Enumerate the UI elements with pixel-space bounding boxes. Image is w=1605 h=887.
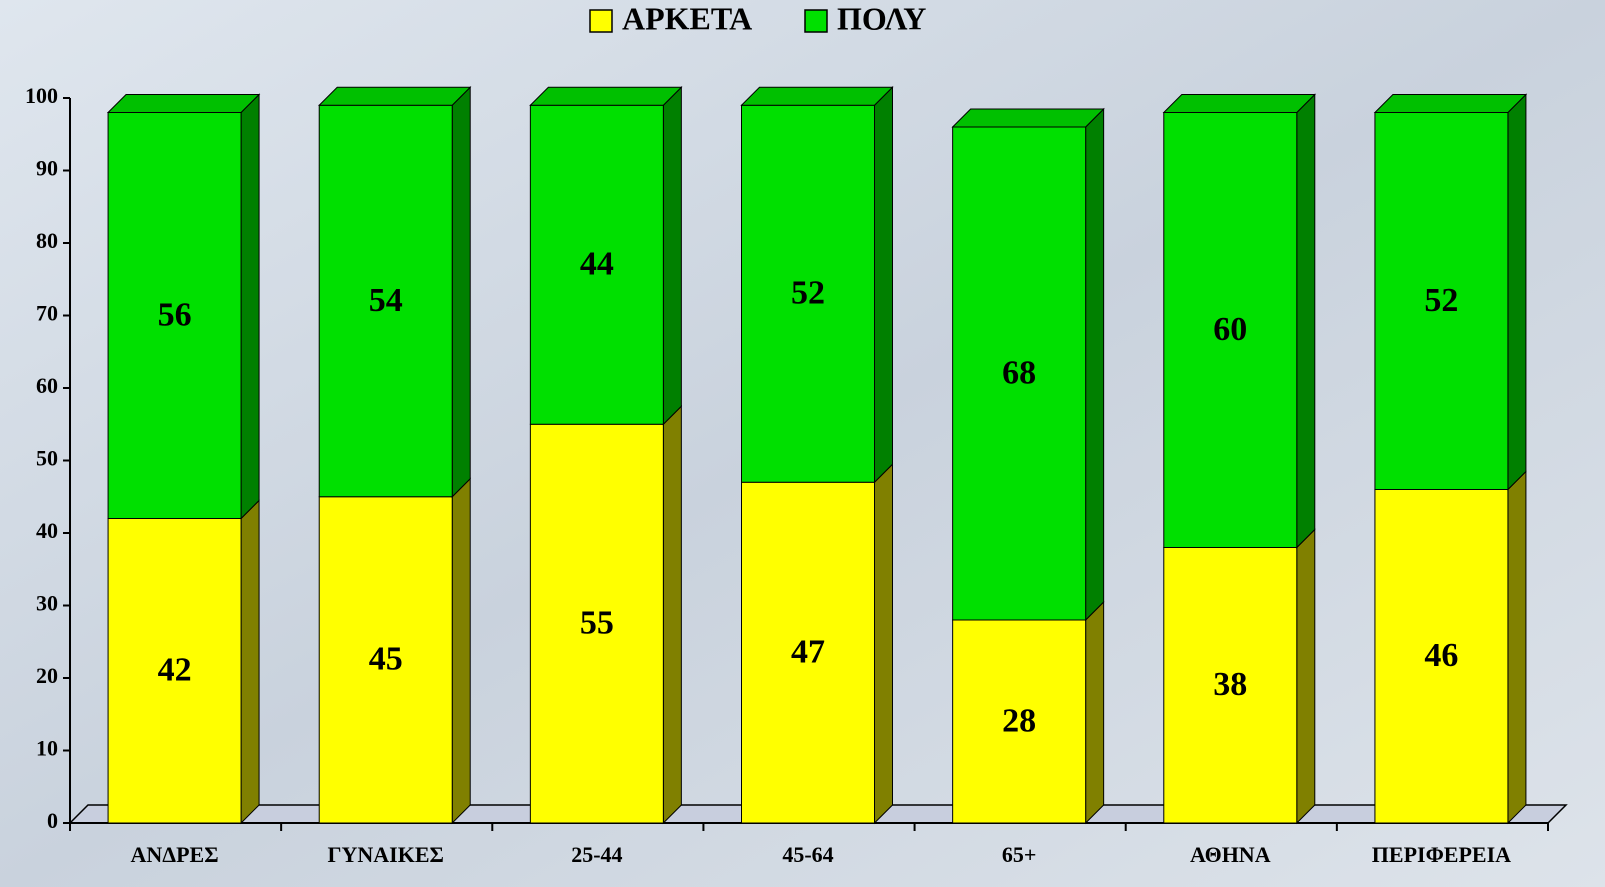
bar-side xyxy=(662,86,682,426)
bar-side xyxy=(240,93,260,520)
y-tick-label: 10 xyxy=(36,736,58,761)
bar-segment xyxy=(529,405,682,825)
bar-front xyxy=(318,496,453,824)
bar-side xyxy=(1085,107,1105,622)
legend-label: ΑΡΚΕΤΑ xyxy=(622,0,752,36)
bar-side xyxy=(874,463,893,825)
bar-segment xyxy=(741,463,893,825)
y-tick-label: 100 xyxy=(25,83,58,108)
y-tick-label: 30 xyxy=(36,591,58,616)
bar-front xyxy=(107,112,242,519)
x-tick-label: ΑΝΔΡΕΣ xyxy=(131,842,219,867)
data-label: 52 xyxy=(1424,282,1458,319)
y-tick-label: 90 xyxy=(36,156,58,181)
y-tick-label: 60 xyxy=(36,373,58,398)
bar-side xyxy=(662,405,682,825)
data-label: 42 xyxy=(158,652,192,689)
bar-front xyxy=(529,423,664,824)
data-label: 68 xyxy=(1002,354,1036,391)
bar-front xyxy=(741,104,875,483)
data-label: 52 xyxy=(791,275,825,312)
x-tick-label: 65+ xyxy=(1002,842,1037,867)
bar-side xyxy=(240,499,260,825)
data-label: 46 xyxy=(1424,637,1458,674)
bar-segment xyxy=(1374,470,1527,825)
data-label: 28 xyxy=(1002,702,1036,739)
data-label: 60 xyxy=(1213,311,1247,348)
bar-segment xyxy=(106,93,261,520)
x-tick-label: ΓΥΝΑΙΚΕΣ xyxy=(328,842,444,867)
data-label: 45 xyxy=(369,641,403,678)
x-tick-label: ΑΘΗΝΑ xyxy=(1190,842,1271,867)
bar-front xyxy=(1374,489,1509,824)
bar-segment xyxy=(1162,93,1316,549)
bar-side xyxy=(874,86,893,484)
bar-side xyxy=(451,477,471,825)
bar-front xyxy=(318,104,453,498)
legend-swatch xyxy=(804,9,828,33)
bar-top xyxy=(951,108,1105,128)
bar-top xyxy=(740,86,894,106)
y-tick-label: 0 xyxy=(47,808,58,833)
bar-top xyxy=(529,86,683,106)
legend-swatch xyxy=(589,9,613,33)
y-tick-label: 20 xyxy=(36,663,58,688)
data-label: 38 xyxy=(1213,666,1247,703)
y-tick-label: 50 xyxy=(36,446,58,471)
bar-front xyxy=(952,619,1087,824)
bar-side xyxy=(451,86,471,498)
bar-segment xyxy=(1163,528,1316,825)
bar-side xyxy=(1085,600,1105,825)
data-label: 44 xyxy=(580,246,614,283)
data-label: 56 xyxy=(158,296,192,333)
bar-front xyxy=(741,481,875,824)
bar-side xyxy=(1507,93,1527,491)
data-label: 54 xyxy=(369,282,403,319)
bar-front xyxy=(107,518,242,824)
y-tick-label: 70 xyxy=(36,301,58,326)
bar-top xyxy=(1373,94,1528,113)
bar-side xyxy=(1296,528,1316,825)
bar-front xyxy=(1374,112,1509,490)
data-label: 55 xyxy=(580,604,614,641)
bar-top xyxy=(106,94,261,113)
bar-top xyxy=(1162,94,1316,113)
bar-front xyxy=(529,104,664,425)
bar-segment xyxy=(107,499,260,825)
bar-segment xyxy=(318,477,471,825)
y-tick-label: 40 xyxy=(36,518,58,543)
bar-front xyxy=(952,126,1087,621)
bar-segment xyxy=(740,86,894,484)
x-tick-label: 45-64 xyxy=(782,842,833,867)
bar-side xyxy=(1296,93,1316,549)
bar-top xyxy=(318,86,472,106)
bar-front xyxy=(1163,547,1298,824)
x-tick-label: 25-44 xyxy=(571,842,622,867)
bar-side xyxy=(1507,470,1527,825)
bar-segment xyxy=(952,600,1105,825)
y-tick-label: 80 xyxy=(36,228,58,253)
bar-segment xyxy=(1373,93,1528,491)
data-label: 47 xyxy=(791,633,825,670)
legend-label: ΠΟΛΥ xyxy=(837,0,926,36)
bar-segment xyxy=(529,86,683,426)
bar-segment xyxy=(951,107,1105,622)
bar-segment xyxy=(318,86,472,498)
x-tick-label: ΠΕΡΙΦΕΡΕΙΑ xyxy=(1372,842,1511,867)
bar-front xyxy=(1163,112,1298,548)
